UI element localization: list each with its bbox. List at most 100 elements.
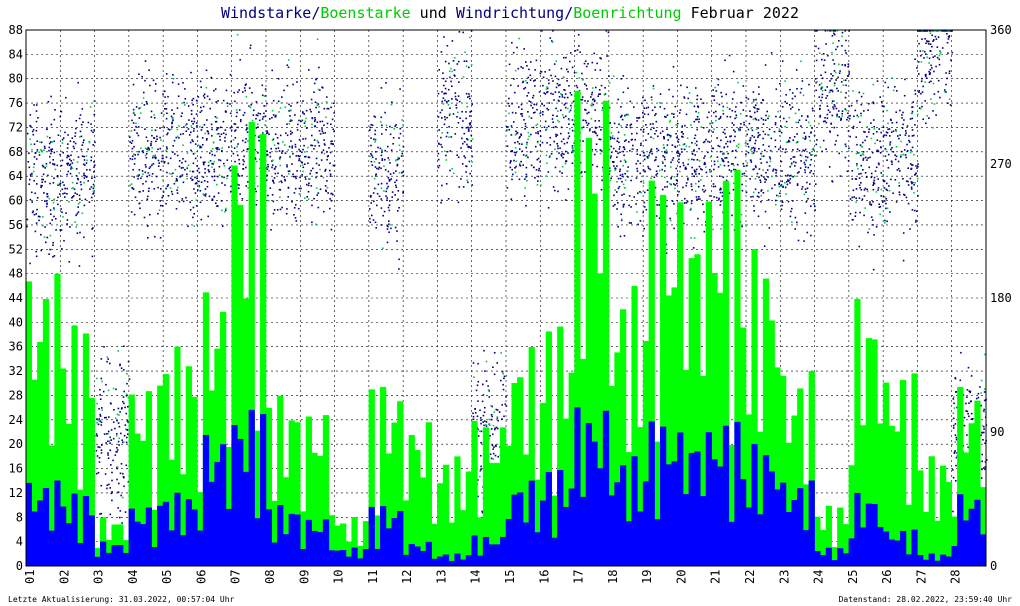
direction-dot xyxy=(717,166,720,168)
direction-dot xyxy=(860,154,862,157)
direction-dot xyxy=(479,417,482,419)
direction-dot xyxy=(952,476,955,479)
direction-dot xyxy=(541,141,544,144)
direction-dot xyxy=(534,177,536,179)
direction-dot xyxy=(449,169,451,172)
direction-dot xyxy=(551,40,553,42)
gust-direction-dot xyxy=(268,170,270,172)
direction-dot xyxy=(753,205,755,207)
direction-dot xyxy=(261,94,264,97)
gust-direction-dot xyxy=(251,119,254,122)
direction-dot xyxy=(382,214,384,217)
direction-dot xyxy=(66,147,69,149)
direction-dot xyxy=(560,155,563,157)
direction-dot xyxy=(609,122,611,124)
direction-dot xyxy=(177,83,180,85)
direction-dot xyxy=(451,98,453,100)
direction-dot xyxy=(970,375,973,377)
direction-dot xyxy=(645,107,648,109)
left-tick-label: 76 xyxy=(9,96,23,110)
direction-dot xyxy=(755,166,757,169)
direction-dot xyxy=(264,88,267,90)
direction-dot xyxy=(891,146,893,149)
gust-direction-dot xyxy=(916,113,919,116)
direction-dot xyxy=(535,132,537,134)
direction-dot xyxy=(690,202,693,205)
direction-dot xyxy=(960,351,962,354)
direction-dot xyxy=(898,137,900,140)
direction-dot xyxy=(608,106,611,109)
direction-dot xyxy=(965,410,967,412)
direction-dot xyxy=(902,259,905,262)
direction-dot xyxy=(765,171,767,174)
x-tick-label: 02 xyxy=(57,570,71,584)
gust-direction-dot xyxy=(382,247,384,250)
direction-dot xyxy=(911,146,914,149)
direction-dot xyxy=(56,164,59,167)
gust-direction-dot xyxy=(165,149,167,152)
direction-dot xyxy=(820,74,822,76)
direction-dot xyxy=(764,178,766,180)
direction-dot xyxy=(294,146,297,148)
direction-dot xyxy=(655,120,658,123)
direction-dot xyxy=(93,161,95,163)
direction-dot xyxy=(303,122,306,124)
direction-dot xyxy=(679,153,681,156)
direction-dot xyxy=(402,191,404,193)
direction-dot xyxy=(734,130,736,133)
direction-dot xyxy=(924,75,927,77)
direction-dot xyxy=(479,409,481,412)
direction-dot xyxy=(754,165,757,167)
direction-dot xyxy=(98,418,100,420)
direction-dot xyxy=(766,169,769,171)
direction-dot xyxy=(53,255,56,257)
gust-direction-dot xyxy=(469,140,472,142)
direction-dot xyxy=(690,185,693,188)
direction-dot xyxy=(144,164,147,166)
direction-dot xyxy=(586,112,588,115)
direction-dot xyxy=(631,138,633,141)
direction-dot xyxy=(805,119,808,121)
direction-dot xyxy=(670,176,673,179)
direction-dot xyxy=(703,140,706,143)
direction-dot xyxy=(132,155,134,157)
direction-dot xyxy=(736,163,739,166)
direction-dot xyxy=(791,92,794,94)
direction-dot xyxy=(76,193,78,195)
direction-dot xyxy=(826,117,829,119)
gust-direction-dot xyxy=(895,130,898,133)
direction-dot xyxy=(601,166,604,169)
gust-direction-dot xyxy=(451,70,453,73)
direction-dot xyxy=(379,147,382,150)
direction-dot xyxy=(467,126,469,129)
direction-dot xyxy=(35,120,38,123)
direction-dot xyxy=(575,84,578,87)
direction-dot xyxy=(321,120,324,123)
direction-dot xyxy=(287,187,290,189)
gust-direction-dot xyxy=(487,389,490,391)
direction-dot xyxy=(558,91,560,93)
direction-dot xyxy=(385,129,387,131)
gust-direction-dot xyxy=(622,164,624,167)
direction-dot xyxy=(838,110,840,112)
direction-dot xyxy=(277,78,280,80)
direction-dot xyxy=(279,189,282,191)
direction-dot xyxy=(388,231,390,233)
direction-dot xyxy=(847,116,849,119)
direction-dot xyxy=(795,69,798,71)
direction-dot xyxy=(869,201,871,203)
direction-dot xyxy=(841,45,843,47)
direction-dot xyxy=(146,103,148,105)
direction-dot xyxy=(298,159,300,162)
direction-dot xyxy=(933,39,935,41)
direction-dot xyxy=(89,169,91,171)
direction-dot xyxy=(197,167,200,170)
direction-dot xyxy=(561,152,564,155)
direction-dot xyxy=(62,181,64,184)
direction-dot xyxy=(563,56,565,59)
direction-dot xyxy=(548,156,551,158)
direction-dot xyxy=(815,89,817,92)
gust-direction-dot xyxy=(767,133,769,136)
direction-dot xyxy=(796,133,798,135)
direction-dot xyxy=(639,191,641,193)
